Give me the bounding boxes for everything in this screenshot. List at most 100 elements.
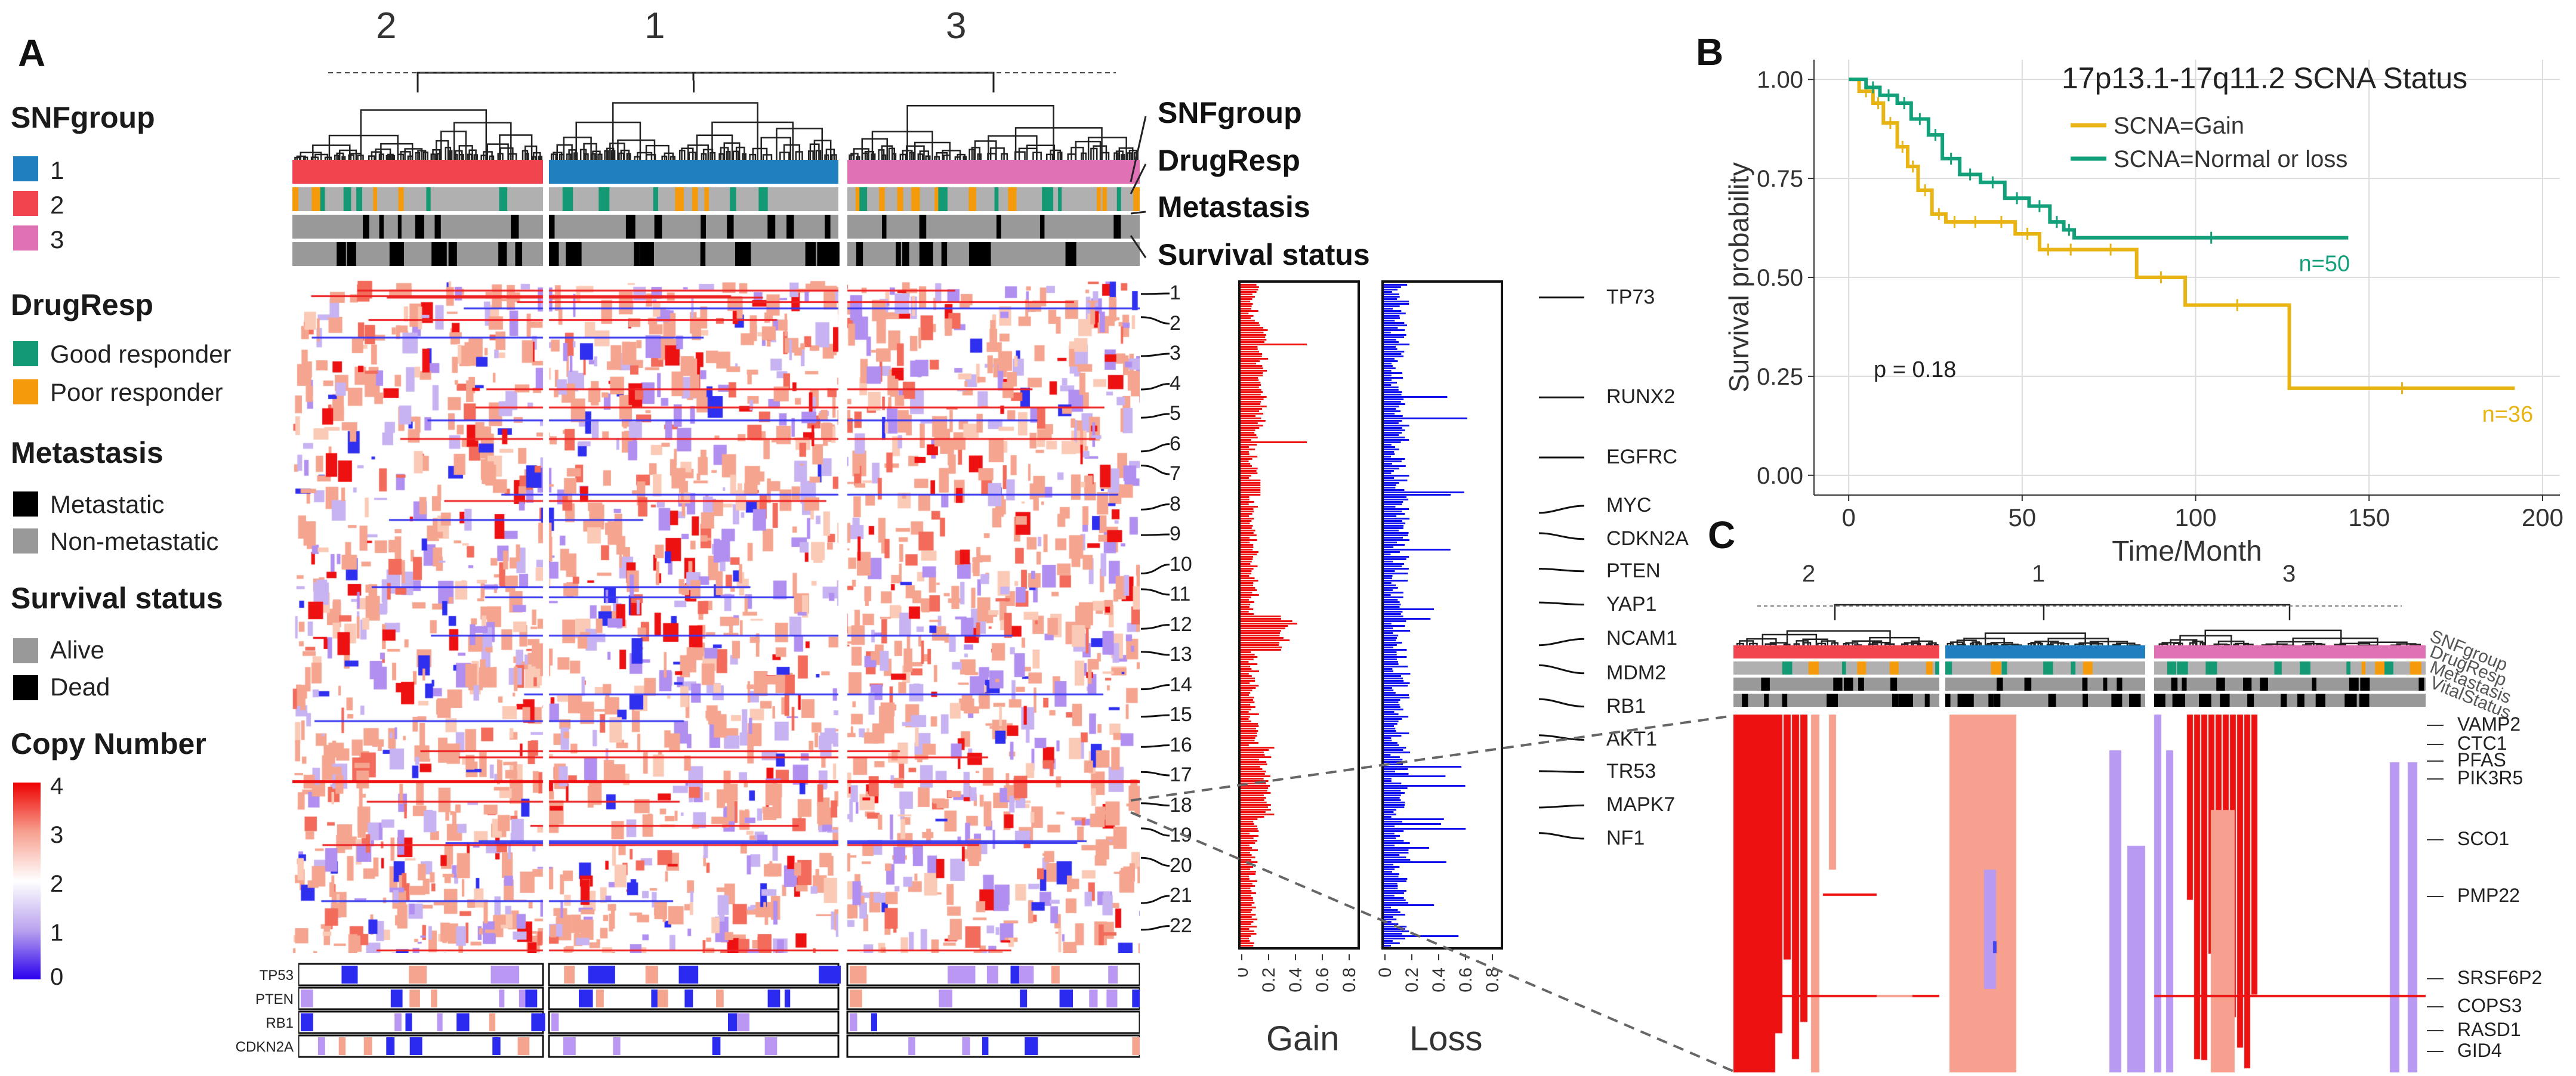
annotation-track-svg: [1733, 645, 2426, 707]
dendrogram-branch: [1090, 147, 1098, 161]
frequency-bar: [1241, 902, 1255, 904]
frequency-bar: [1241, 608, 1254, 610]
survival-cell: [498, 242, 507, 266]
frequency-bar: [1384, 570, 1395, 572]
gene-track-cell: [456, 1013, 470, 1031]
frequency-bar: [1241, 787, 1269, 789]
survival-cell: [896, 242, 901, 266]
frequency-bar: [1241, 794, 1264, 796]
frequency-bar: [1241, 711, 1249, 713]
frequency-bar: [1241, 305, 1252, 307]
frequency-bar: [1241, 558, 1253, 560]
frequency-bar: [1384, 697, 1410, 698]
dendrogram-branch: [1046, 153, 1054, 161]
dendrogram-branch: [454, 153, 458, 161]
panel-c-gene-label: PMP22: [2457, 885, 2520, 906]
dendrogram-branch: [646, 154, 656, 161]
drugresp-cell: [1808, 661, 1819, 675]
frequency-bar: [1384, 866, 1400, 868]
dendrogram-branch: [2078, 642, 2099, 647]
chromosome-bracket: [1140, 533, 1170, 536]
frequency-bar: [1384, 427, 1402, 429]
survival-cell: [2111, 694, 2122, 707]
frequency-bar: [1241, 933, 1257, 935]
frequency-bar: [1384, 527, 1403, 529]
dendrogram-branch: [2161, 642, 2180, 647]
survival-curve: [1849, 78, 2515, 390]
frequency-bar: [1384, 589, 1393, 591]
frequency-bar: [1241, 587, 1255, 589]
gene-track-cell: [492, 1037, 501, 1055]
frequency-bar: [1384, 680, 1404, 682]
frequency-bar: [1384, 465, 1406, 467]
frequency-bar: [1384, 370, 1392, 372]
frequency-bar: [1384, 387, 1399, 388]
dendrogram-branch: [522, 150, 529, 161]
chromosome-label: 7: [1170, 462, 1181, 485]
frequency-bar: [1384, 675, 1401, 677]
frequency-bar: [1384, 859, 1411, 861]
frequency-bar: [1384, 418, 1467, 419]
frequency-bar: [1384, 444, 1392, 446]
frequency-bar: [1384, 840, 1404, 842]
frequency-bar: [1241, 317, 1251, 319]
dendrogram-branch: [538, 156, 542, 161]
dendrogram-branch: [809, 143, 820, 161]
frequency-bar: [1241, 732, 1257, 734]
dendrogram-branch: [592, 150, 601, 161]
dendrogram-branch: [590, 153, 596, 161]
frequency-bar: [1241, 704, 1251, 706]
colorbar-tick-3: 3: [50, 822, 64, 848]
dendrogram-branch: [1969, 642, 1975, 647]
frequency-bar: [1384, 565, 1402, 567]
survival-cell: [634, 242, 640, 266]
dendrogram-branch: [499, 134, 533, 161]
frequency-bar: [1384, 718, 1402, 720]
gene-track-cell: [962, 1037, 970, 1055]
frequency-bar: [1384, 303, 1409, 305]
dendrogram-branch: [864, 150, 875, 161]
frequency-bar: [1241, 475, 1251, 477]
dendrogram-branch: [711, 121, 794, 161]
marker-gene-connector: [1538, 601, 1585, 606]
frequency-bar: [1241, 919, 1258, 920]
frequency-bar: [1384, 809, 1396, 811]
marker-gene-label: NCAM1: [1606, 627, 1678, 650]
frequency-bar: [1384, 503, 1402, 505]
frequency-bar: [1241, 620, 1292, 622]
frequency-bar: [1241, 723, 1258, 725]
frequency-bar: [1384, 594, 1391, 596]
dendrogram-branch: [584, 153, 589, 161]
frequency-bar: [1384, 694, 1409, 696]
x-tick-label: 0: [1841, 503, 1855, 531]
dendrogram-branch: [856, 156, 860, 161]
dendrogram-branch: [368, 155, 375, 161]
frequency-bar: [1241, 360, 1260, 362]
frequency-bar: [1384, 909, 1398, 911]
frequency-bar: [1384, 358, 1395, 360]
gene-track-cell: [1019, 966, 1034, 984]
frequency-bar: [1241, 718, 1249, 720]
metastasis-cell: [549, 215, 555, 239]
frequency-bar: [1241, 651, 1251, 653]
frequency-bar: [1384, 919, 1397, 920]
frequency-bar: [1384, 477, 1395, 479]
drugresp-cell: [1008, 187, 1017, 211]
copy-number-colorbar: [13, 783, 41, 979]
marker-gene-connector: [1538, 638, 1585, 647]
frequency-bar: [1384, 375, 1392, 376]
frequency-bar: [1241, 580, 1258, 582]
survival-cell: [2172, 694, 2186, 707]
frequency-bar: [1241, 842, 1255, 844]
frequency-bar: [1241, 296, 1255, 298]
frequency-bar: [1384, 542, 1397, 543]
frequency-bar: [1241, 322, 1259, 324]
frequency-bar: [1241, 802, 1267, 803]
dendrogram-branch: [1761, 633, 1818, 647]
gene-track-cell: [716, 990, 724, 1007]
drugresp-cell: [356, 187, 362, 211]
frequency-bar: [1384, 749, 1403, 751]
frequency-bar: [1384, 775, 1446, 777]
y-tick-label: 1.00: [1757, 67, 1803, 93]
frequency-bar: [1384, 580, 1408, 582]
